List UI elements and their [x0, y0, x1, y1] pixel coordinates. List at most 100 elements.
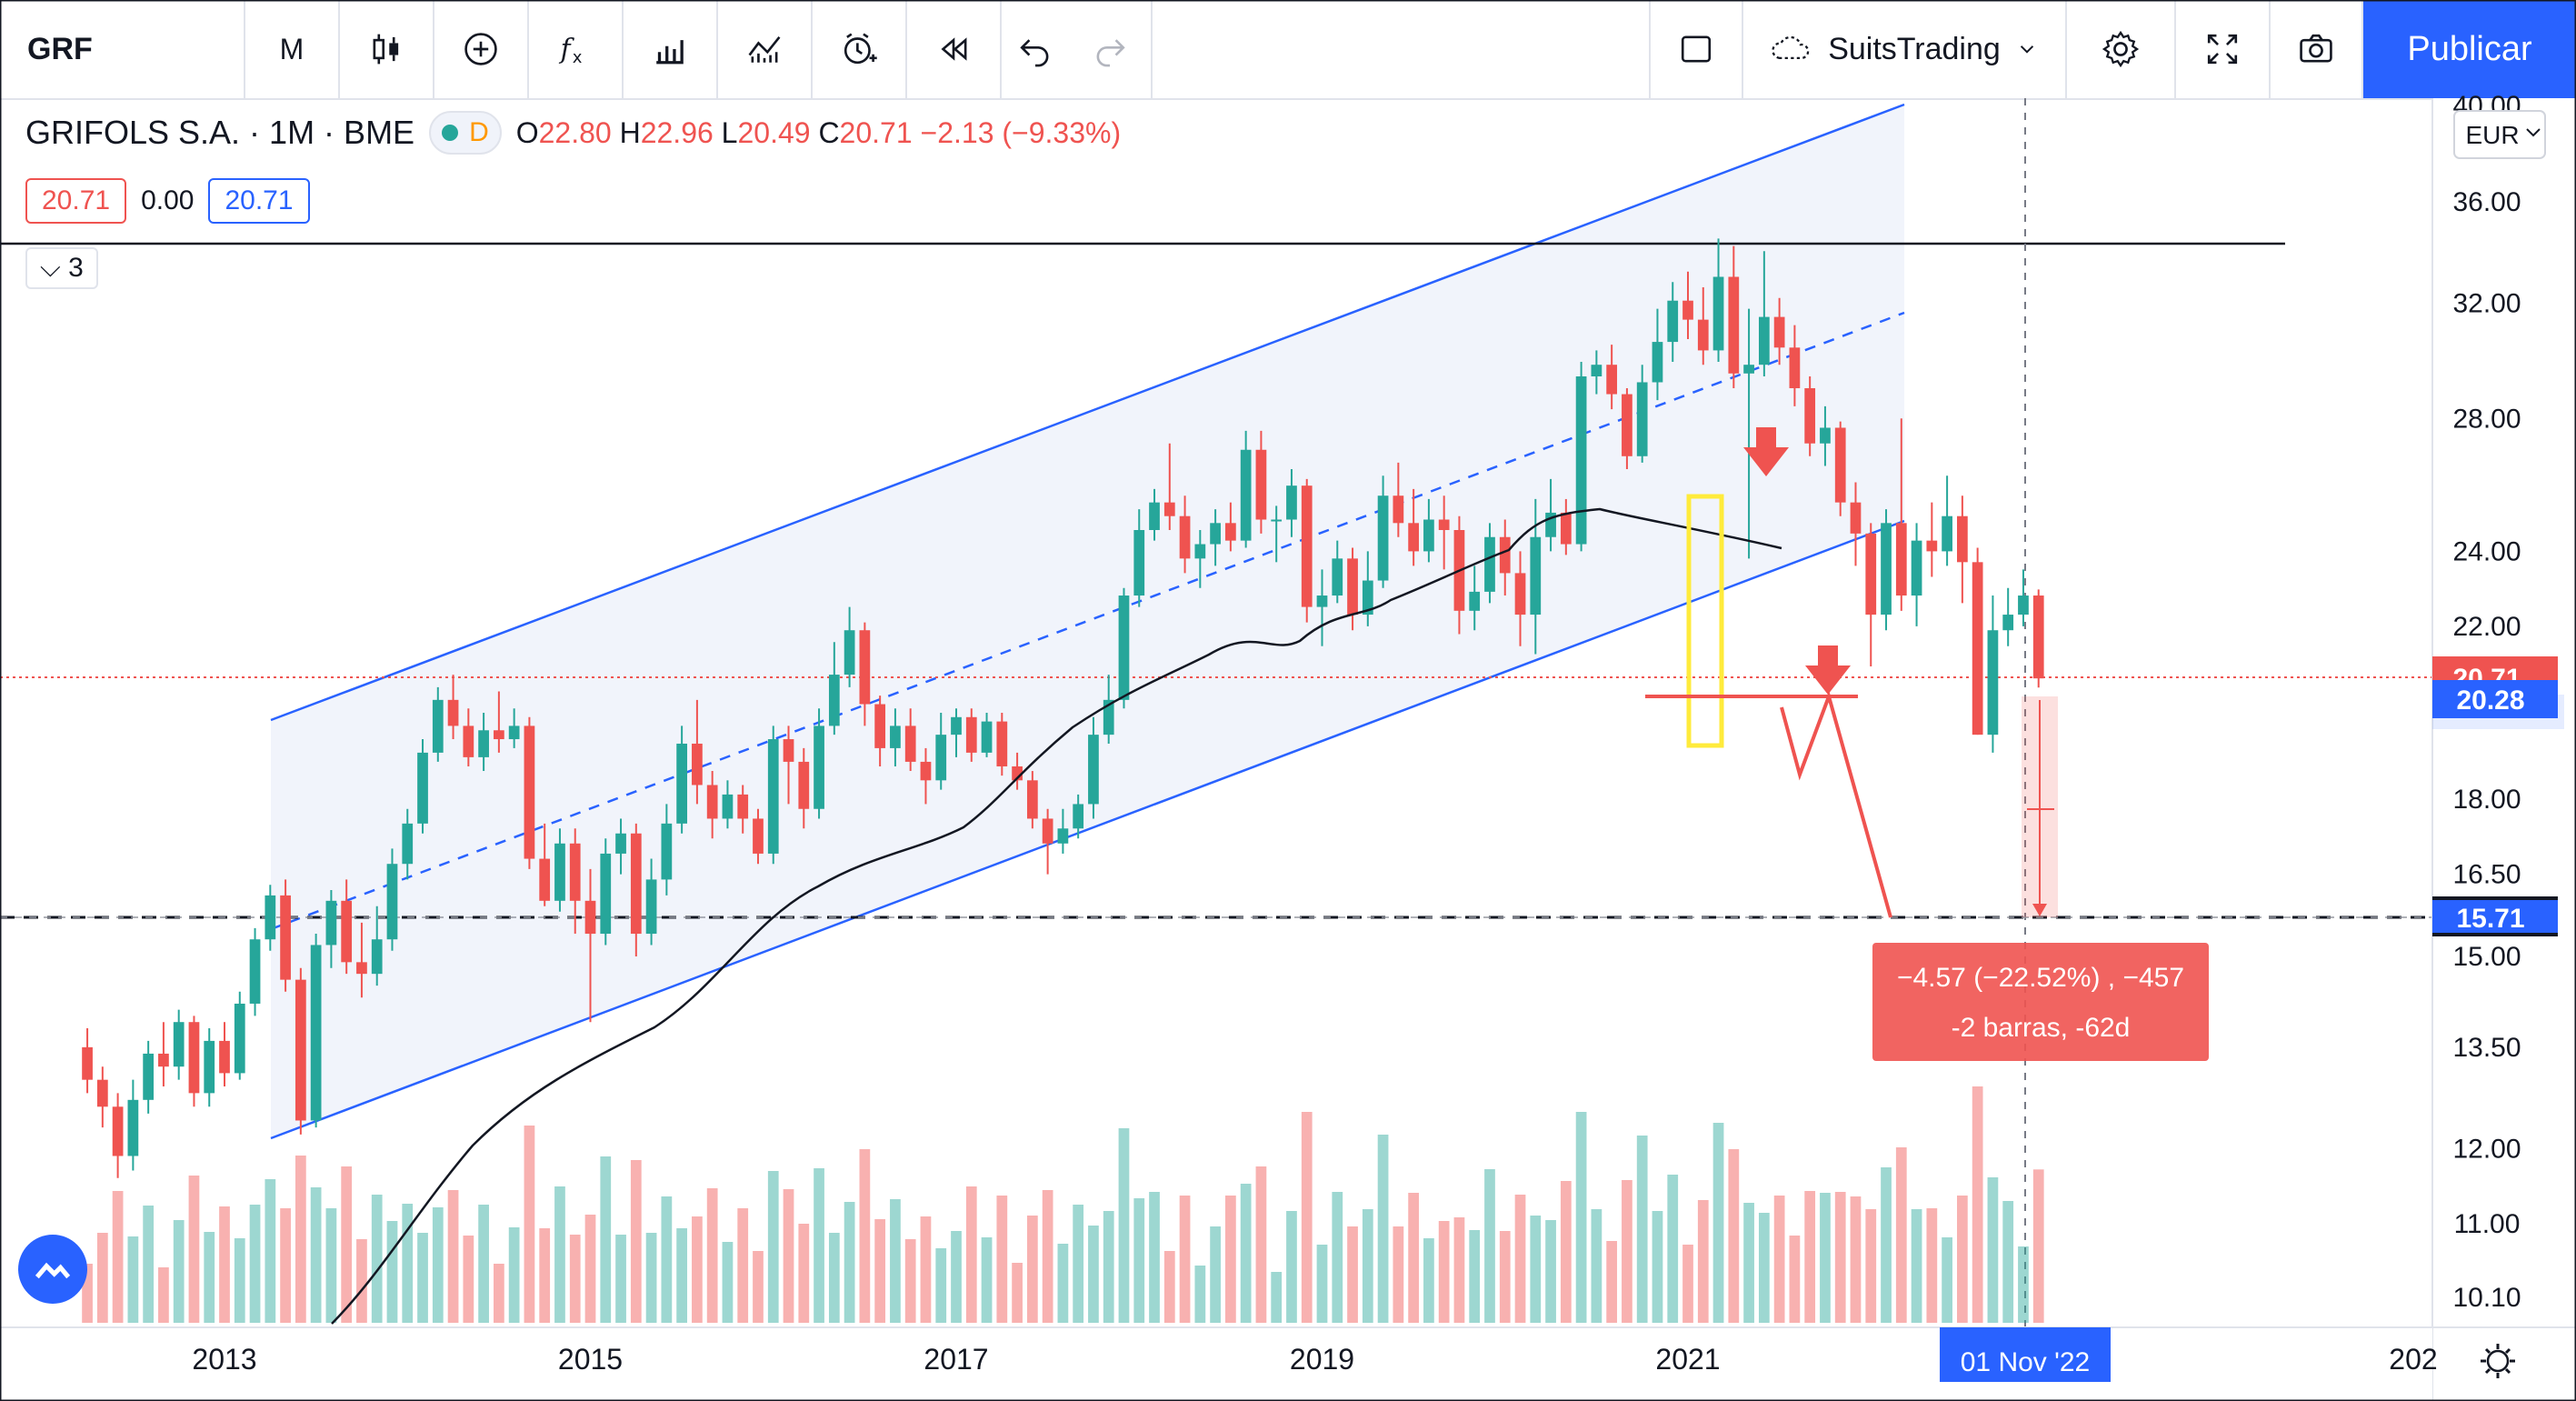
candle[interactable]	[798, 747, 810, 829]
candle[interactable]	[1438, 495, 1450, 570]
candle[interactable]	[554, 828, 565, 912]
candle[interactable]	[920, 747, 932, 805]
screenshot-camera-icon[interactable]	[2271, 0, 2363, 98]
candle[interactable]	[1728, 245, 1740, 388]
channel-upper-line[interactable]	[270, 103, 1905, 722]
candle[interactable]	[1652, 308, 1663, 401]
candle[interactable]	[325, 890, 337, 968]
highlight-rectangle[interactable]	[1686, 494, 1724, 748]
candle[interactable]	[1957, 495, 1968, 604]
candle[interactable]	[1881, 509, 1892, 631]
candle[interactable]	[1316, 569, 1328, 646]
candle[interactable]	[1545, 478, 1556, 552]
candle[interactable]	[1377, 475, 1389, 588]
buy-button[interactable]: 20.71	[208, 178, 310, 224]
candle[interactable]	[1225, 502, 1236, 552]
candle[interactable]	[219, 1022, 230, 1086]
candle[interactable]	[356, 922, 367, 998]
candle[interactable]	[1850, 482, 1862, 566]
candle[interactable]	[615, 818, 626, 875]
candle[interactable]	[753, 808, 764, 865]
candle[interactable]	[1057, 808, 1069, 854]
candle[interactable]	[661, 804, 673, 896]
candle[interactable]	[265, 885, 276, 951]
candle[interactable]	[1789, 325, 1801, 406]
chart-settings-gear-icon[interactable]	[2481, 1344, 2515, 1378]
candle[interactable]	[96, 1066, 108, 1128]
market-status-pill[interactable]: D	[429, 111, 502, 155]
candle[interactable]	[402, 808, 414, 880]
channel-lower-line[interactable]	[270, 519, 1905, 1140]
publish-button[interactable]: Publicar	[2363, 0, 2576, 98]
candle[interactable]	[1073, 794, 1084, 839]
candle[interactable]	[1362, 551, 1373, 626]
candle[interactable]	[1271, 505, 1283, 563]
candle[interactable]	[951, 708, 962, 757]
candle[interactable]	[1393, 462, 1404, 537]
fullscreen-square-icon[interactable]	[1649, 0, 1743, 98]
candle[interactable]	[1895, 418, 1907, 611]
candle[interactable]	[1987, 595, 1999, 753]
candle[interactable]	[524, 716, 535, 869]
candle[interactable]	[1210, 509, 1221, 566]
candle[interactable]	[1636, 365, 1648, 463]
candle[interactable]	[692, 699, 703, 805]
candle[interactable]	[1332, 540, 1343, 604]
candle[interactable]	[1820, 405, 1831, 466]
candle[interactable]	[904, 708, 916, 772]
parallel-channel-drawing[interactable]	[270, 103, 1905, 1140]
candle[interactable]	[1682, 271, 1693, 339]
candle[interactable]	[143, 1040, 155, 1114]
candle[interactable]	[630, 823, 642, 956]
candle[interactable]	[1514, 551, 1526, 646]
add-indicator-icon[interactable]	[434, 0, 529, 98]
candle[interactable]	[2032, 589, 2044, 688]
candle[interactable]	[600, 838, 612, 946]
redo-icon[interactable]	[1069, 0, 1153, 98]
symbol-search-button[interactable]: GRF	[0, 0, 245, 98]
candle[interactable]	[173, 1009, 185, 1080]
candle[interactable]	[1834, 421, 1846, 516]
candle[interactable]	[844, 606, 855, 687]
candle[interactable]	[1423, 498, 1434, 563]
candle[interactable]	[1743, 308, 1754, 559]
candle[interactable]	[1606, 345, 1618, 410]
candlestick-series[interactable]	[82, 238, 2044, 1178]
candle[interactable]	[1240, 430, 1252, 548]
candle[interactable]	[127, 1079, 139, 1171]
candle[interactable]	[295, 967, 306, 1135]
candle[interactable]	[1301, 478, 1313, 623]
candle[interactable]	[996, 713, 1008, 776]
candle[interactable]	[1972, 547, 1983, 736]
financials-bar-icon[interactable]	[624, 0, 718, 98]
candle[interactable]	[234, 991, 245, 1080]
candle[interactable]	[1133, 509, 1145, 607]
candle[interactable]	[1911, 523, 1922, 626]
candle[interactable]	[676, 726, 687, 834]
tradingview-logo-icon[interactable]	[18, 1235, 87, 1304]
indicators-collapse-toggle[interactable]: ⌵ 3	[25, 247, 98, 289]
candle[interactable]	[417, 739, 428, 834]
candle[interactable]	[82, 1028, 93, 1094]
candle[interactable]	[1575, 362, 1587, 552]
candle[interactable]	[508, 708, 520, 748]
candle[interactable]	[1347, 547, 1358, 631]
candle[interactable]	[1758, 251, 1770, 377]
candle[interactable]	[1622, 387, 1632, 470]
candle[interactable]	[737, 785, 749, 834]
candle[interactable]	[447, 675, 459, 740]
alert-clock-icon[interactable]	[813, 0, 907, 98]
candle[interactable]	[1286, 469, 1297, 537]
candle[interactable]	[1942, 475, 1952, 566]
candle[interactable]	[386, 848, 398, 951]
fullscreen-icon[interactable]	[2176, 0, 2271, 98]
candle[interactable]	[706, 771, 718, 839]
candle[interactable]	[1697, 287, 1709, 365]
candle[interactable]	[188, 1016, 200, 1107]
interval-button[interactable]: M	[245, 0, 340, 98]
candle[interactable]	[204, 1028, 215, 1107]
candle[interactable]	[569, 828, 581, 935]
candle[interactable]	[1088, 716, 1099, 819]
